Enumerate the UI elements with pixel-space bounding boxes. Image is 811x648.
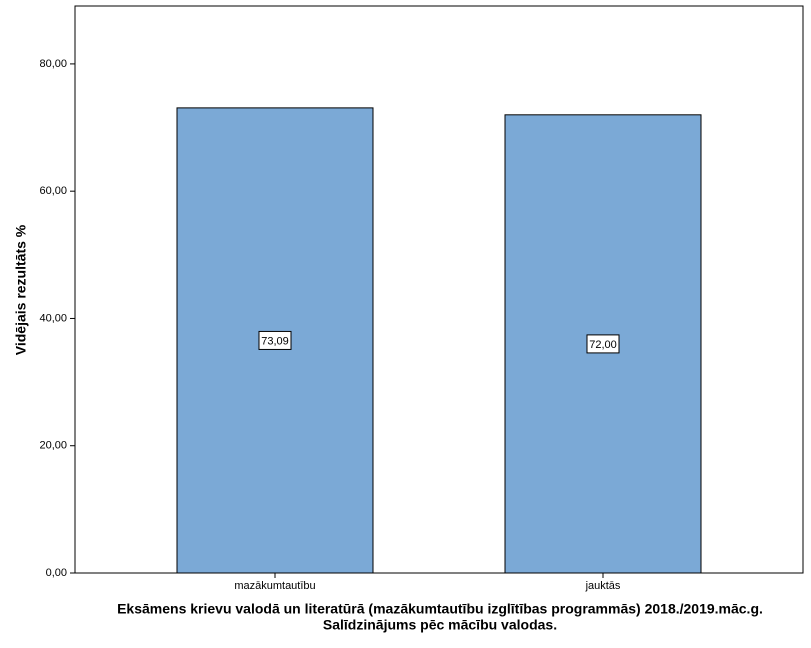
value-label: 72,00: [589, 339, 617, 351]
x-tick-label: jauktās: [585, 580, 621, 592]
y-axis-title: Vidējais rezultāts %: [13, 224, 29, 355]
y-tick-label: 60,00: [39, 185, 67, 197]
y-tick-label: 0,00: [46, 567, 67, 579]
y-tick-label: 20,00: [39, 440, 67, 452]
x-tick-label: mazākumtautību: [234, 580, 315, 592]
x-axis-title: Eksāmens krievu valodā un literatūrā (ma…: [117, 601, 763, 617]
y-tick-label: 80,00: [39, 58, 67, 70]
value-label-box: [258, 330, 292, 350]
x-axis-title: Salīdzinājums pēc mācību valodas.: [323, 617, 557, 633]
value-label: 73,09: [261, 335, 289, 347]
value-label-box: [586, 334, 620, 354]
y-tick-label: 40,00: [39, 312, 67, 324]
